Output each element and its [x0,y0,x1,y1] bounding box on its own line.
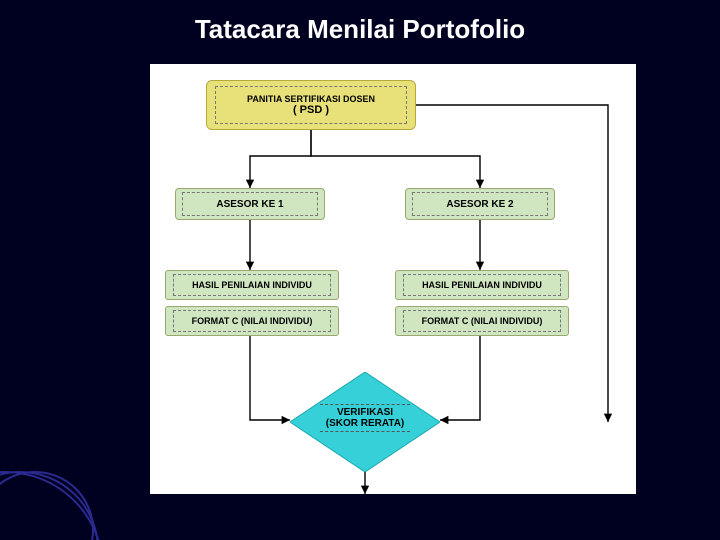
corner-decoration [0,410,110,540]
node-psd-line1: PANITIA SERTIFIKASI DOSEN [247,94,375,104]
node-hasil-1-inner: HASIL PENILAIAN INDIVIDU [173,274,331,296]
node-asesor-2-inner: ASESOR KE 2 [412,192,548,216]
node-psd: PANITIA SERTIFIKASI DOSEN ( PSD ) [206,80,416,130]
node-asesor-2-label: ASESOR KE 2 [446,199,513,210]
node-format-1-inner: FORMAT C (NILAI INDIVIDU) [173,310,331,332]
node-hasil-2: HASIL PENILAIAN INDIVIDU [395,270,569,300]
node-format-1-label: FORMAT C (NILAI INDIVIDU) [192,316,313,326]
node-psd-inner: PANITIA SERTIFIKASI DOSEN ( PSD ) [215,86,406,124]
node-asesor-1-inner: ASESOR KE 1 [182,192,318,216]
node-verifikasi-line1: VERIFIKASI [320,407,410,418]
node-hasil-2-inner: HASIL PENILAIAN INDIVIDU [403,274,561,296]
node-asesor-2: ASESOR KE 2 [405,188,555,220]
node-psd-line2: ( PSD ) [293,104,329,116]
slide: Tatacara Menilai Portofolio PANITIA SERT… [0,0,720,540]
node-asesor-1: ASESOR KE 1 [175,188,325,220]
node-verifikasi-inner: VERIFIKASI (SKOR RERATA) [290,404,440,432]
node-verifikasi: VERIFIKASI (SKOR RERATA) [290,372,440,472]
node-asesor-1-label: ASESOR KE 1 [216,199,283,210]
node-hasil-1-label: HASIL PENILAIAN INDIVIDU [192,280,312,290]
node-format-2-label: FORMAT C (NILAI INDIVIDU) [422,316,543,326]
node-verifikasi-line2: (SKOR RERATA) [320,418,410,429]
node-hasil-1: HASIL PENILAIAN INDIVIDU [165,270,339,300]
node-format-1: FORMAT C (NILAI INDIVIDU) [165,306,339,336]
node-format-2: FORMAT C (NILAI INDIVIDU) [395,306,569,336]
node-hasil-2-label: HASIL PENILAIAN INDIVIDU [422,280,542,290]
node-format-2-inner: FORMAT C (NILAI INDIVIDU) [403,310,561,332]
